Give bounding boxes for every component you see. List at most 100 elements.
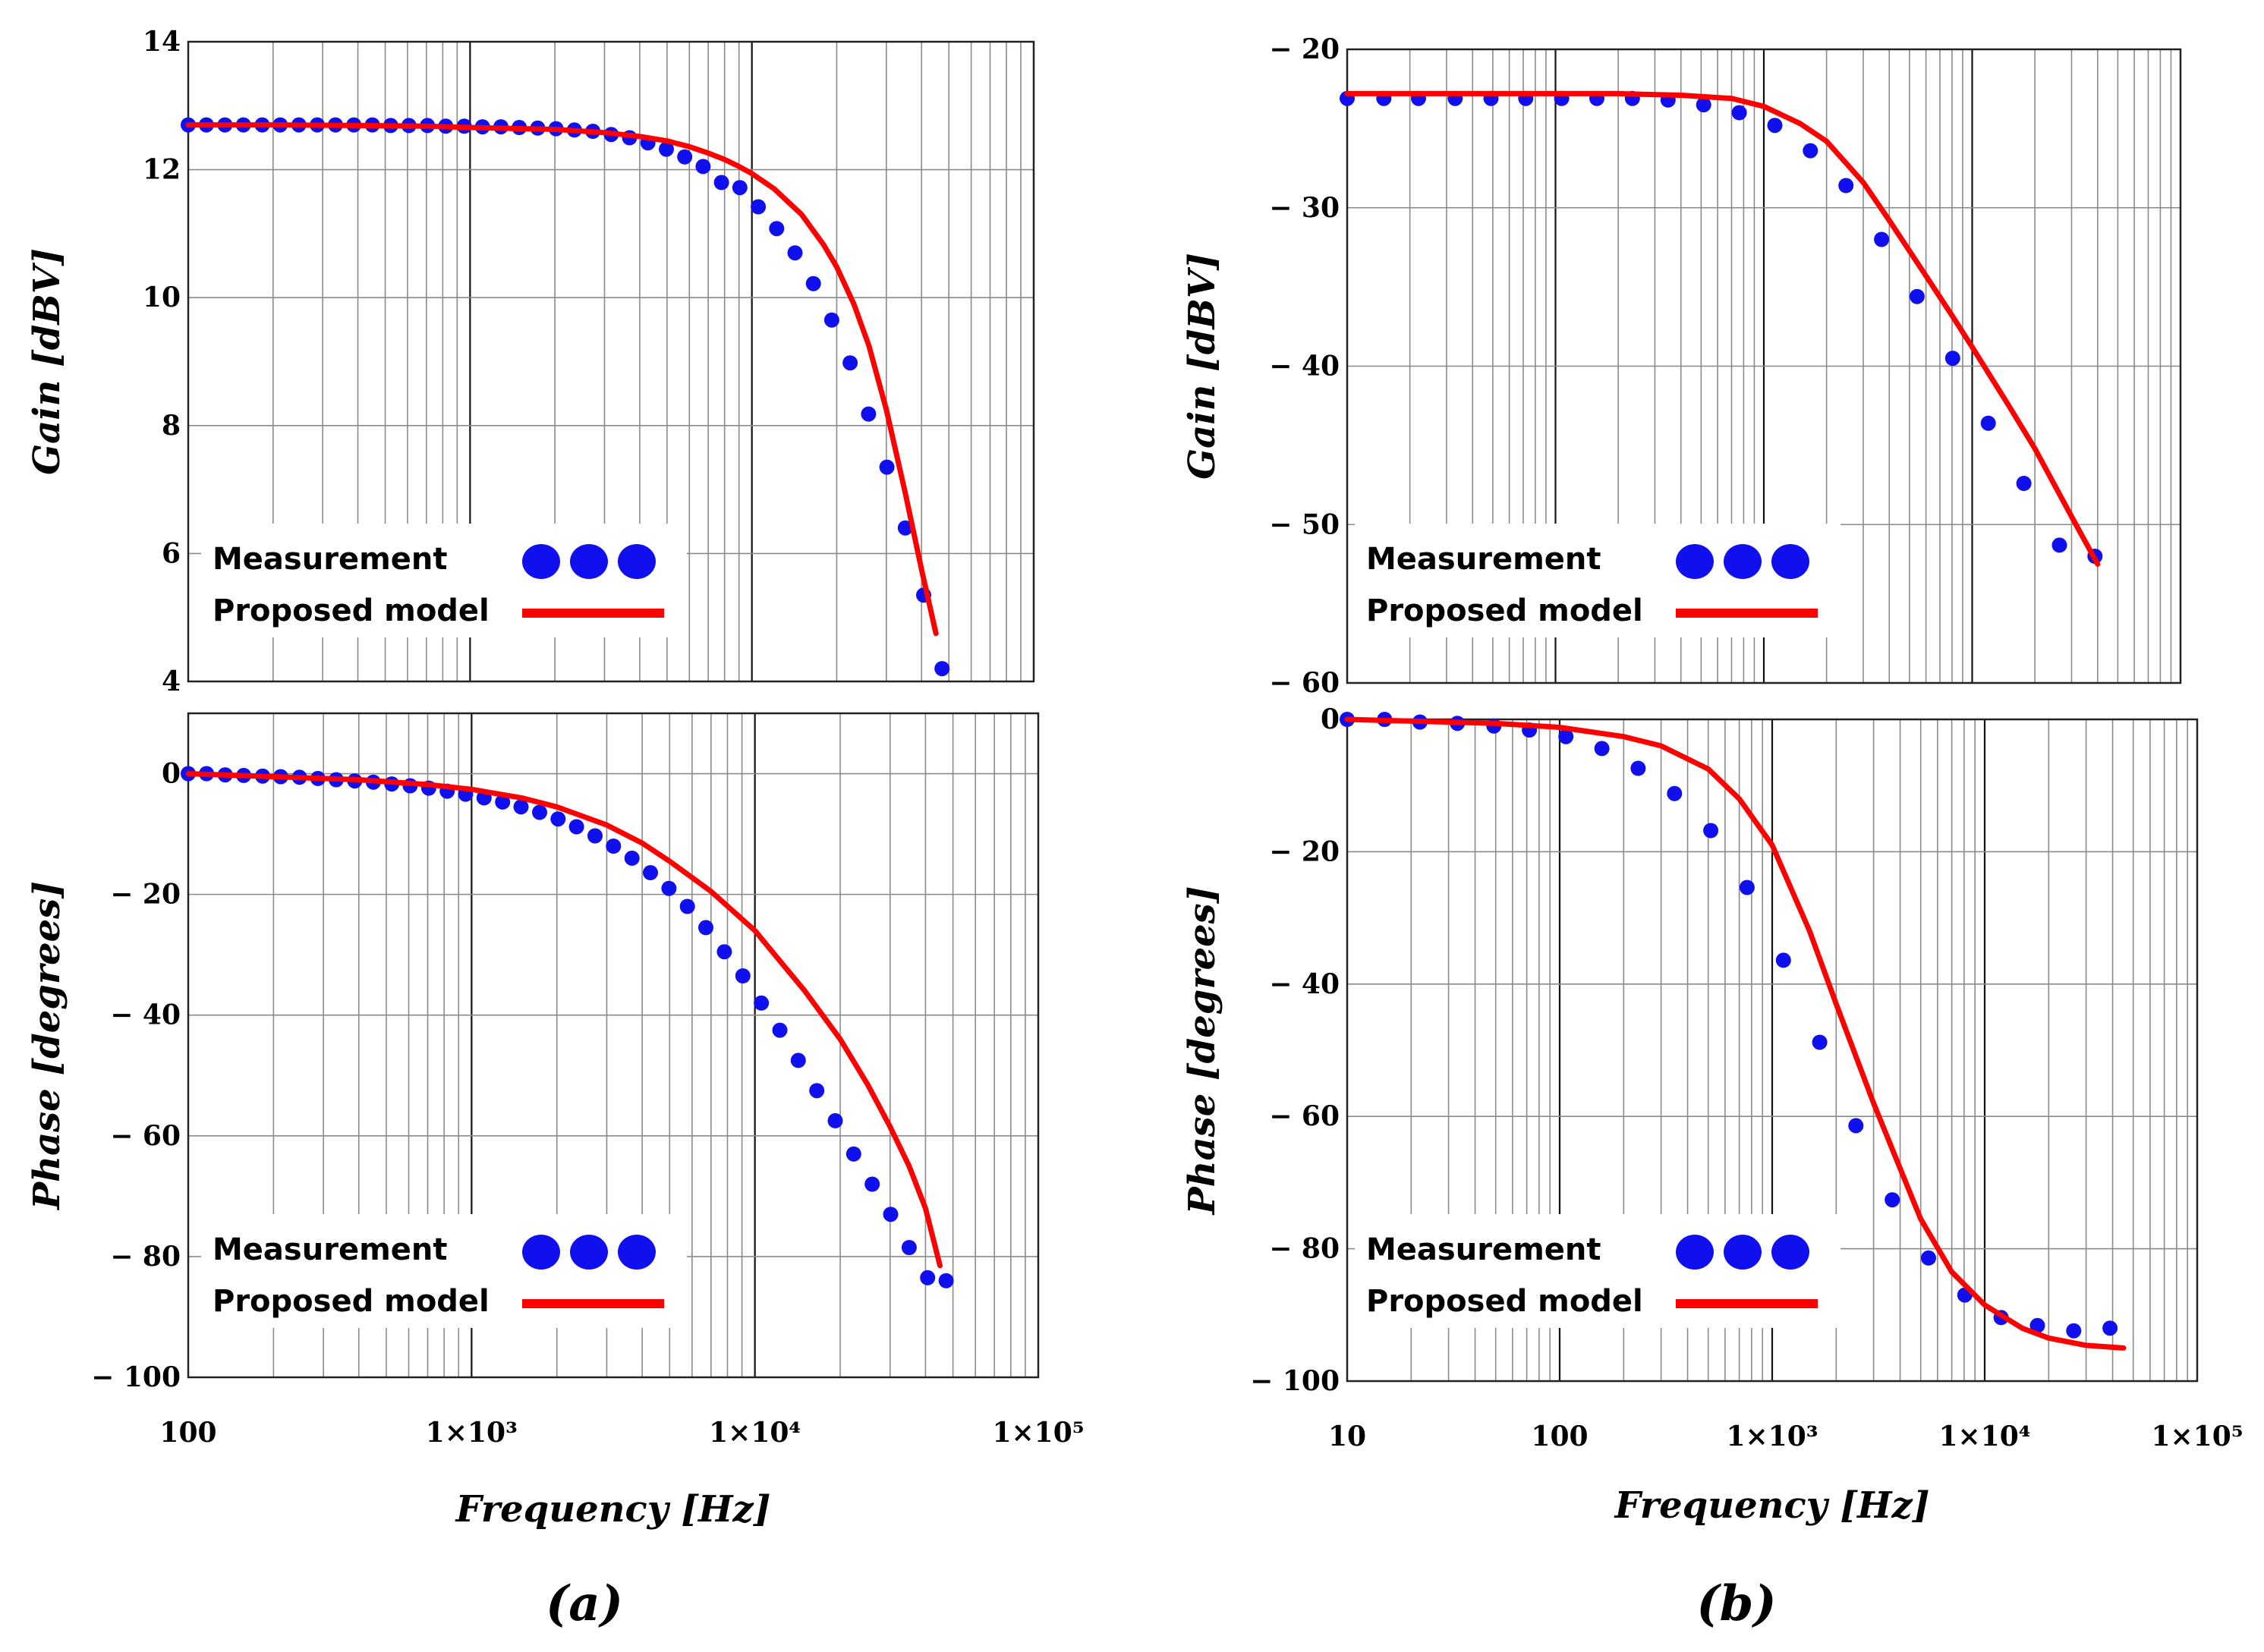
measurement-point: [1838, 178, 1854, 194]
measurement-point: [695, 159, 711, 175]
legend-label-model: Proposed model: [1366, 593, 1643, 628]
y-axis-title: Gain [dBV]: [26, 248, 68, 475]
measurement-point: [1703, 823, 1719, 839]
measurement-point: [1558, 728, 1574, 744]
measurement-point: [934, 661, 950, 677]
measurement-point: [735, 968, 751, 983]
measurement-point: [901, 1240, 917, 1255]
x-tick-label: 1×10⁴: [1938, 1421, 2030, 1452]
measurement-point: [698, 920, 713, 936]
legend-marker-measurement: [1771, 1235, 1809, 1270]
y-tick-label: 0: [162, 758, 181, 790]
y-tick-label: 6: [162, 537, 181, 569]
measurement-point: [643, 865, 658, 880]
legend-marker-measurement: [1676, 544, 1714, 579]
measurement-point: [1594, 741, 1610, 757]
chart-a-phase: 0 − 20 − 40 − 60 − 80 − 100 100 1×10³ 1×10⁴ 1×10⁵…: [26, 712, 1085, 1531]
measurement-point: [713, 175, 729, 190]
panel-label-a: (a): [546, 1575, 623, 1632]
legend-marker-measurement: [522, 1235, 560, 1270]
y-tick-label: 14: [143, 26, 181, 58]
measurement-point: [587, 828, 603, 844]
x-tick-label: 1×10⁵: [992, 1417, 1084, 1449]
measurement-point: [1739, 879, 1755, 895]
measurement-point: [864, 1176, 880, 1192]
measurement-point: [2066, 1323, 2082, 1339]
measurement-point: [920, 1270, 936, 1285]
measurement-point: [659, 141, 674, 157]
legend-marker-measurement: [522, 544, 560, 579]
y-tick-label: − 40: [1269, 351, 1340, 382]
model-curve: [185, 122, 939, 637]
y-tick-label: − 30: [1269, 192, 1340, 224]
y-tick-label: − 20: [1269, 33, 1340, 65]
measurement-point: [1630, 760, 1646, 776]
measurement-point: [790, 1053, 806, 1068]
legend-marker-measurement: [570, 1235, 608, 1270]
measurement-point: [2029, 1317, 2045, 1333]
measurement-point: [1909, 288, 1925, 304]
legend-label-measurement: Measurement: [1366, 542, 1601, 577]
y-axis-title: Gain [dBV]: [1181, 253, 1223, 480]
plot-frame: [1346, 48, 2182, 684]
legend-marker-measurement: [618, 1235, 656, 1270]
legend-marker-measurement: [1771, 544, 1809, 579]
x-axis-title: Frequency [Hz]: [455, 1488, 771, 1531]
measurement-point: [532, 804, 547, 820]
measurement-point: [1980, 415, 1996, 431]
measurement-point: [1696, 97, 1711, 113]
x-tick-label: 100: [159, 1417, 216, 1449]
measurement-point: [677, 149, 693, 165]
measurement-point: [1803, 143, 1818, 159]
legend-box: [201, 1214, 687, 1328]
measurement-point: [624, 850, 640, 866]
measurement-point: [1944, 351, 1960, 367]
legend-box: [201, 524, 687, 637]
measurement-point: [1921, 1250, 1936, 1266]
legend-marker-measurement: [1724, 1235, 1762, 1270]
y-tick-label: 0: [1321, 703, 1340, 735]
plot-frame: [187, 712, 1040, 1379]
y-tick-label: − 80: [1269, 1233, 1340, 1265]
legend-label-model: Proposed model: [1366, 1284, 1643, 1319]
plot-frame: [1346, 718, 2199, 1383]
y-tick-label: − 80: [110, 1241, 181, 1273]
measurement-point: [845, 1146, 861, 1162]
measurement-point: [716, 944, 732, 960]
y-tick-label: − 20: [110, 879, 181, 911]
measurement-point: [1767, 118, 1783, 134]
measurement-point: [1874, 231, 1890, 247]
chart-b-gain: − 20 − 30 − 40 − 50 − 60 Gain [dBV] Measuremen…: [1181, 33, 2182, 699]
y-tick-label: 12: [143, 154, 181, 186]
measurement-point: [805, 275, 821, 291]
y-tick-label: − 100: [1250, 1365, 1340, 1397]
x-tick-label: 10: [1328, 1421, 1366, 1452]
measurement-point: [879, 459, 895, 475]
measurement-point: [842, 355, 858, 371]
measurement-point: [1848, 1118, 1864, 1134]
x-tick-label: 1×10³: [426, 1417, 518, 1449]
measurement-point: [732, 180, 748, 196]
measurement-point: [787, 245, 803, 261]
x-tick-label: 1×10⁴: [709, 1417, 801, 1449]
measurement-point: [661, 880, 677, 896]
measurement-point: [861, 406, 877, 422]
legend-label-measurement: Measurement: [213, 542, 447, 577]
legend-marker-measurement: [1676, 1235, 1714, 1270]
measurement-point: [2051, 537, 2067, 553]
legend-marker-measurement: [570, 544, 608, 579]
measurement-point: [568, 819, 584, 835]
measurement-point: [1667, 785, 1683, 801]
model-curve: [185, 771, 943, 1269]
chart-b-phase: 0 − 20 − 40 − 60 − 80 − 100 10 100 1×10³ 1×10⁴ 1×1…: [1181, 703, 2244, 1527]
measurement-point: [1775, 952, 1791, 968]
legend-label-model: Proposed model: [213, 1284, 490, 1319]
measurement-point: [513, 799, 529, 815]
legend-box: [1355, 524, 1840, 637]
measurement-point: [897, 520, 913, 536]
legend-box: [1355, 1214, 1840, 1328]
chart-a-gain: 4 6 8 10 12 14 Gain [dBV] Measurement Proposed m…: [26, 26, 1035, 697]
y-tick-label: − 50: [1269, 508, 1340, 540]
measurement-point: [883, 1207, 899, 1222]
